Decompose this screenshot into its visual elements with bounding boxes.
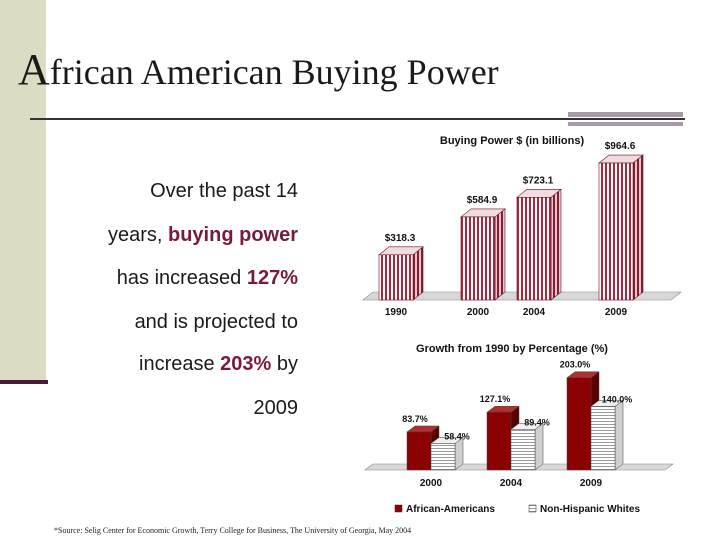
chart-buying-power-svg: Buying Power $ (in billions) $318.3 1990 $5… [362, 135, 682, 318]
chart1-bar [516, 197, 552, 301]
chart1-bar-side [632, 154, 644, 301]
chart2-bar [486, 411, 512, 471]
chart1-bar [598, 162, 634, 301]
chart1-tick-label: 2004 [523, 307, 546, 318]
chart1-bar-side [412, 246, 424, 301]
text-line-5-highlight: 203% [220, 353, 272, 375]
chart2-legend-label: African-Americans [406, 504, 495, 515]
chart2-bar [590, 406, 616, 471]
chart1-bar-side [494, 208, 506, 301]
chart2-data-label: 89.4% [524, 417, 550, 427]
text-line-5-post: by [271, 353, 298, 375]
text-line-2: years, buying power [108, 224, 298, 247]
chart1-data-label: $318.3 [385, 233, 416, 244]
chart2-legend-swatch [394, 504, 403, 513]
chart1-bar-side [550, 188, 562, 301]
text-line-4: and is projected to [134, 311, 298, 333]
chart1-bar [460, 216, 496, 301]
chart2-tick-label: 2000 [420, 478, 443, 489]
chart2-bar [406, 431, 432, 471]
chart2-legend-label: Non-Hispanic Whites [540, 504, 640, 515]
source-note: *Source: Selig Center for Economic Growt… [54, 526, 412, 535]
chart1-data-label: $723.1 [523, 175, 554, 186]
chart-growth: Growth from 1990 by Percentage (%) 83.7% 5… [333, 334, 691, 518]
chart2-title: Growth from 1990 by Percentage (%) [416, 343, 608, 355]
text-line-1: Over the past 14 [150, 180, 298, 202]
chart1-data-label: $964.6 [605, 141, 636, 152]
chart2-data-label: 58.4% [444, 431, 470, 441]
chart2-data-label: 127.1% [480, 394, 511, 404]
chart1-data-label: $584.9 [467, 195, 498, 206]
chart-buying-power: Buying Power $ (in billions) $318.3 1990 $5… [333, 128, 691, 324]
chart2-legend-swatch [528, 504, 537, 513]
chart-growth-svg: Growth from 1990 by Percentage (%) 83.7% 5… [364, 343, 674, 515]
chart1-tick-label: 1990 [385, 307, 408, 318]
left-decor-bar [0, 0, 46, 382]
text-line-2-pre: years, [107, 224, 168, 246]
chart2-bar-side [534, 422, 544, 471]
text-line-6: 2009 [253, 397, 299, 419]
slide-title-rest: frican American Buying Power [49, 52, 499, 92]
slide-title-initial: A [18, 45, 50, 94]
chart2-tick-label: 2004 [500, 478, 523, 489]
chart2-tick-label: 2009 [580, 478, 603, 489]
chart2-bar [510, 429, 536, 471]
chart2-data-label: 83.7% [402, 414, 428, 424]
chart1-tick-label: 2000 [467, 307, 490, 318]
chart2-data-label: 140.0% [602, 394, 633, 404]
chart1-tick-label: 2009 [605, 307, 628, 318]
text-line-5: increase 203% by [139, 353, 298, 376]
text-line-3-pre: has increased [116, 267, 247, 289]
text-line-2-highlight: buying power [168, 224, 298, 246]
chart1-title: Buying Power $ (in billions) [440, 135, 585, 147]
slide-title: African American Buying Power [18, 44, 499, 95]
chart1-bar [378, 254, 414, 301]
text-line-3: has increased 127% [117, 267, 298, 290]
title-rule [30, 118, 685, 120]
chart2-bar [566, 377, 592, 471]
chart2-data-label: 203.0% [560, 360, 591, 370]
text-line-5-pre: increase [139, 353, 221, 375]
chart2-bar-side [614, 399, 624, 471]
accent-bar-bottom [568, 122, 683, 126]
left-decor-bar-foot [0, 380, 48, 384]
chart2-bar [430, 443, 456, 471]
text-line-3-highlight: 127% [246, 267, 298, 289]
accent-bar-top [568, 112, 683, 117]
